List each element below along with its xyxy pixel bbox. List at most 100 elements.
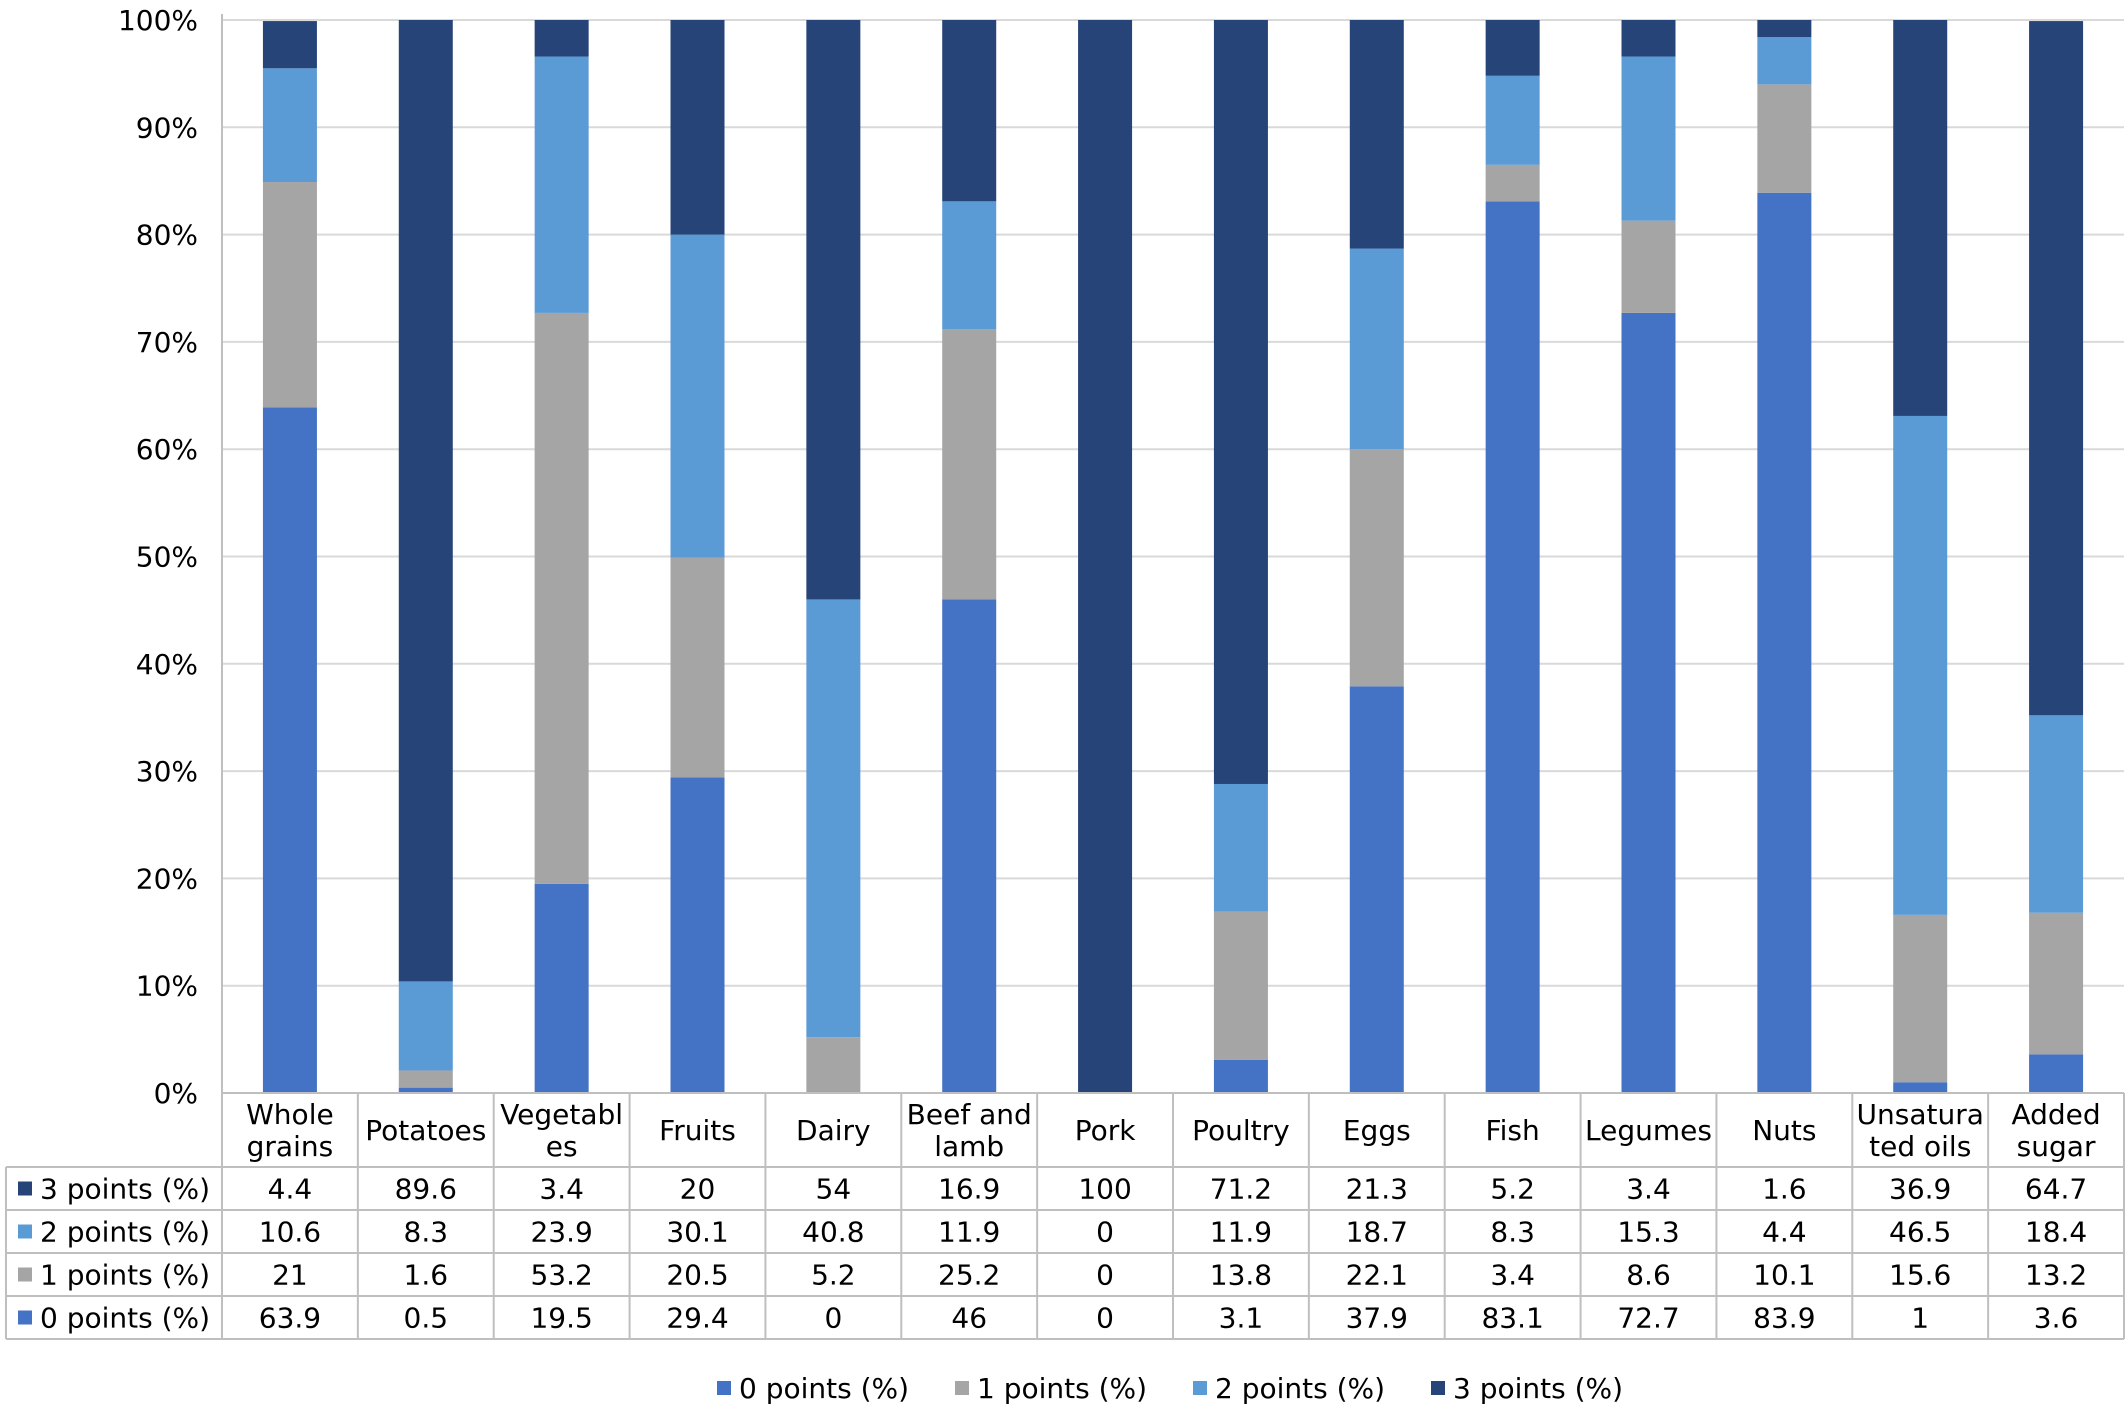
category-label: Eggs	[1343, 1114, 1411, 1147]
table-cell: 15.6	[1889, 1259, 1951, 1292]
category-label: Beef and lamb	[907, 1098, 1032, 1163]
category-label-line: Nuts	[1752, 1114, 1816, 1147]
category-label: Dairy	[796, 1114, 871, 1147]
bar-segment	[398, 1070, 453, 1088]
bar-segment	[2029, 715, 2084, 913]
category-label-line: Added	[2011, 1098, 2100, 1131]
bar-segment	[2029, 1054, 2084, 1093]
category-label-line: lamb	[934, 1130, 1004, 1163]
legend-entry: 2 points (%)	[1215, 1372, 1385, 1405]
category-label-line: Whole	[246, 1098, 334, 1131]
table-cell: 4.4	[268, 1173, 313, 1206]
bar-segment	[1213, 20, 1268, 784]
category-label-line: Fish	[1486, 1114, 1540, 1147]
category-label: Fruits	[659, 1114, 736, 1147]
bar-segment	[942, 599, 997, 1093]
bar-segment	[1485, 20, 1540, 76]
bar-segment	[1757, 192, 1812, 1094]
y-tick-label: 60%	[136, 433, 198, 466]
y-tick-label: 0%	[154, 1077, 198, 1110]
table-cell: 72.7	[1617, 1302, 1679, 1335]
category-label-line: Eggs	[1343, 1114, 1411, 1147]
bar-segment	[1893, 20, 1948, 416]
table-cell: 64.7	[2025, 1173, 2087, 1206]
table-cell: 23.9	[530, 1216, 592, 1249]
legend-entry: 1 points (%)	[977, 1372, 1147, 1405]
table-cell: 36.9	[1889, 1173, 1951, 1206]
table-cell: 1	[1911, 1302, 1929, 1335]
bar-segment	[534, 20, 589, 57]
table-cell: 83.9	[1753, 1302, 1815, 1335]
table-cell: 3.6	[2034, 1302, 2079, 1335]
row-legend-key	[18, 1181, 32, 1196]
table-cell: 63.9	[259, 1302, 321, 1335]
bar-segment	[1621, 56, 1676, 221]
bar-segment	[1213, 1059, 1268, 1093]
bar-segment	[1349, 248, 1404, 450]
y-tick-label: 30%	[136, 755, 198, 788]
row-header: 1 points (%)	[40, 1259, 210, 1292]
table-cell: 21.3	[1346, 1173, 1408, 1206]
row-header: 3 points (%)	[40, 1173, 210, 1206]
bar-segment	[262, 68, 317, 183]
table-cell: 37.9	[1346, 1302, 1408, 1335]
bar-segment	[1213, 911, 1268, 1060]
table-cell: 54	[816, 1173, 852, 1206]
legend-entry: 3 points (%)	[1453, 1372, 1623, 1405]
data-table: Whole grains Potatoes Vegetabl es Fruits Dairy…	[5, 14, 2125, 1340]
bar-segment	[1621, 20, 1676, 57]
bar-segment	[1485, 201, 1540, 1093]
y-tick-label: 90%	[136, 111, 198, 144]
bar-segment	[534, 56, 589, 313]
bar-segment	[1349, 449, 1404, 687]
row-header: 0 points (%)	[40, 1302, 210, 1335]
bar-segment	[262, 182, 317, 408]
bar-segment	[1893, 914, 1948, 1083]
bar-segment	[262, 21, 317, 69]
category-label-line: es	[546, 1130, 578, 1163]
category-label: Poultry	[1192, 1114, 1290, 1147]
bar-segment	[806, 20, 861, 600]
bar-segment	[1757, 37, 1812, 85]
legend: 0 points (%) 1 points (%) 2 points (%) 3 po…	[717, 1372, 1623, 1405]
table-cell: 13.8	[1210, 1259, 1272, 1292]
y-tick-label: 40%	[136, 648, 198, 681]
bar-segment	[1757, 20, 1812, 38]
table-cell: 53.2	[530, 1259, 592, 1292]
category-label-line: Potatoes	[365, 1114, 486, 1147]
legend-key	[955, 1381, 969, 1395]
legend-key	[1193, 1381, 1207, 1395]
table-cell: 0	[1096, 1259, 1114, 1292]
category-label-line: grains	[247, 1130, 334, 1163]
category-label-line: Unsatura	[1857, 1098, 1984, 1131]
category-label: Fish	[1486, 1114, 1540, 1147]
category-label: Whole grains	[246, 1098, 334, 1163]
y-tick-label: 50%	[136, 541, 198, 574]
table-cell: 5.2	[1490, 1173, 1535, 1206]
table-cell: 46	[951, 1302, 987, 1335]
bar-segment	[398, 981, 453, 1071]
table-cell: 40.8	[802, 1216, 864, 1249]
bar-segment	[670, 557, 725, 778]
row-legend-key	[18, 1267, 32, 1282]
table-cell: 8.3	[1490, 1216, 1535, 1249]
bar-segment	[262, 407, 317, 1093]
category-label-line: Vegetabl	[500, 1098, 623, 1131]
table-cell: 18.4	[2025, 1216, 2087, 1249]
category-label-line: Pork	[1075, 1114, 1137, 1147]
y-tick-label: 100%	[118, 4, 198, 37]
bar-segment	[1349, 20, 1404, 249]
bar-segment	[2029, 21, 2084, 716]
table-cell: 21	[272, 1259, 308, 1292]
table-cell: 13.2	[2025, 1259, 2087, 1292]
table-cell: 89.6	[395, 1173, 457, 1206]
category-label-line: Poultry	[1192, 1114, 1290, 1147]
table-cell: 11.9	[1210, 1216, 1272, 1249]
y-tick-label: 10%	[136, 970, 198, 1003]
bar-segment	[1485, 164, 1540, 202]
category-label-line: Legumes	[1585, 1114, 1712, 1147]
category-label: Added sugar	[2011, 1098, 2100, 1163]
table-cell: 18.7	[1346, 1216, 1408, 1249]
bar-segment	[670, 20, 725, 235]
table-cell: 3.1	[1219, 1302, 1264, 1335]
